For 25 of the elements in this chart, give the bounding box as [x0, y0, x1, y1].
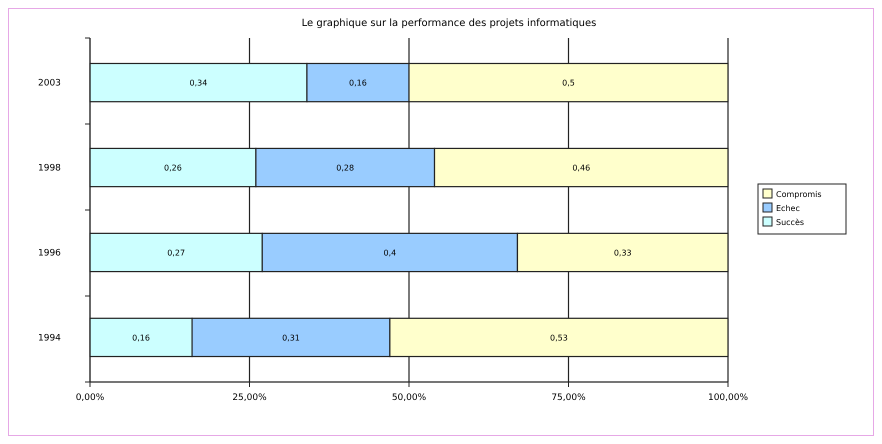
- data-label: 0,26: [164, 164, 182, 173]
- y-tick-label: 2003: [38, 78, 61, 89]
- y-tick-label: 1996: [38, 248, 62, 258]
- chart-title: Le graphique sur la performance des projets informatiques: [302, 18, 596, 29]
- data-label: 0,4: [383, 248, 396, 258]
- data-label: 0,27: [167, 248, 186, 258]
- data-label: 0,46: [572, 164, 590, 173]
- data-label: 0,53: [550, 333, 568, 342]
- x-tick-label: 50,00%: [392, 393, 427, 403]
- y-tick-label: 1994: [38, 333, 62, 344]
- x-tick-label: 0,00%: [76, 393, 105, 403]
- data-label: 0,5: [562, 78, 575, 88]
- x-tick-label: 25,00%: [232, 393, 268, 403]
- data-label: 0,34: [190, 78, 208, 88]
- data-label: 0,28: [336, 164, 354, 173]
- data-label: 0,16: [349, 78, 367, 88]
- x-tick-label: 75,00%: [551, 393, 586, 403]
- data-label: 0,31: [282, 333, 300, 342]
- y-tick-label: 1998: [38, 164, 62, 174]
- data-label: 0,33: [614, 248, 632, 258]
- legend-label: Succès: [776, 218, 804, 227]
- data-label: 0,16: [132, 333, 150, 342]
- legend-label: Echec: [776, 204, 800, 213]
- legend-label: Compromis: [776, 190, 822, 199]
- x-tick-label: 100,00%: [708, 393, 748, 403]
